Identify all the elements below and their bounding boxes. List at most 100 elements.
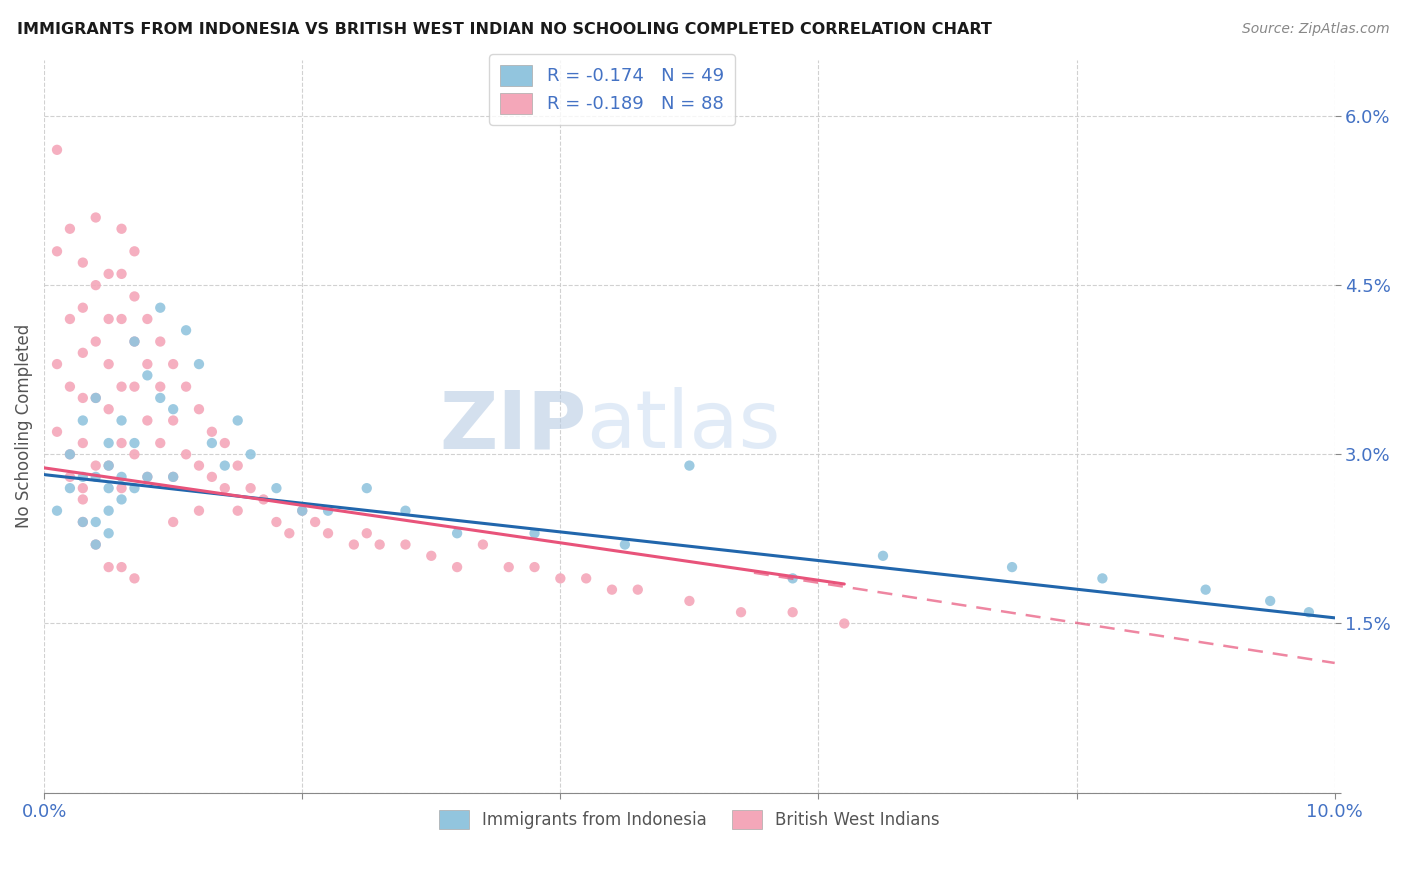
Point <box>174 379 197 393</box>
Point <box>59 379 82 393</box>
Point <box>136 470 159 484</box>
Point <box>72 470 94 484</box>
Point <box>188 504 211 518</box>
Point <box>110 560 132 574</box>
Point <box>446 560 468 574</box>
Text: Source: ZipAtlas.com: Source: ZipAtlas.com <box>1241 22 1389 37</box>
Point <box>59 470 82 484</box>
Point <box>110 267 132 281</box>
Point <box>72 492 94 507</box>
Point <box>59 221 82 235</box>
Point <box>110 470 132 484</box>
Point <box>394 504 416 518</box>
Point <box>84 334 107 349</box>
Point <box>136 357 159 371</box>
Point <box>72 413 94 427</box>
Point <box>1258 594 1281 608</box>
Point <box>97 267 120 281</box>
Point <box>84 537 107 551</box>
Point <box>110 481 132 495</box>
Point <box>149 334 172 349</box>
Point <box>1298 605 1320 619</box>
Point <box>201 436 224 450</box>
Text: IMMIGRANTS FROM INDONESIA VS BRITISH WEST INDIAN NO SCHOOLING COMPLETED CORRELAT: IMMIGRANTS FROM INDONESIA VS BRITISH WES… <box>17 22 991 37</box>
Point <box>124 436 146 450</box>
Point <box>1195 582 1218 597</box>
Point <box>394 537 416 551</box>
Point <box>149 436 172 450</box>
Point <box>627 582 650 597</box>
Point <box>110 379 132 393</box>
Point <box>356 481 378 495</box>
Point <box>136 368 159 383</box>
Point <box>59 481 82 495</box>
Point <box>72 391 94 405</box>
Legend: Immigrants from Indonesia, British West Indians: Immigrants from Indonesia, British West … <box>432 803 946 836</box>
Point <box>420 549 443 563</box>
Point <box>72 436 94 450</box>
Point <box>278 526 301 541</box>
Point <box>226 504 249 518</box>
Point <box>498 560 520 574</box>
Point <box>149 301 172 315</box>
Point <box>872 549 894 563</box>
Point <box>59 447 82 461</box>
Point <box>97 402 120 417</box>
Point <box>201 425 224 439</box>
Point <box>149 379 172 393</box>
Point <box>266 481 288 495</box>
Point <box>1001 560 1024 574</box>
Point <box>84 537 107 551</box>
Point <box>97 458 120 473</box>
Point <box>304 515 326 529</box>
Point <box>97 458 120 473</box>
Point <box>72 346 94 360</box>
Point <box>84 515 107 529</box>
Point <box>523 560 546 574</box>
Point <box>84 211 107 225</box>
Point <box>239 447 262 461</box>
Point <box>72 515 94 529</box>
Text: atlas: atlas <box>586 387 780 465</box>
Point <box>97 560 120 574</box>
Point <box>162 470 184 484</box>
Point <box>832 616 855 631</box>
Point <box>84 391 107 405</box>
Point <box>110 413 132 427</box>
Point <box>124 244 146 259</box>
Point <box>110 312 132 326</box>
Point <box>162 402 184 417</box>
Point <box>523 526 546 541</box>
Point <box>730 605 752 619</box>
Point <box>124 334 146 349</box>
Point <box>84 278 107 293</box>
Point <box>226 413 249 427</box>
Point <box>291 504 314 518</box>
Point <box>97 436 120 450</box>
Point <box>188 357 211 371</box>
Point <box>575 571 598 585</box>
Point <box>136 413 159 427</box>
Point <box>110 221 132 235</box>
Point <box>1091 571 1114 585</box>
Point <box>162 357 184 371</box>
Point <box>291 504 314 518</box>
Point <box>678 594 700 608</box>
Point <box>46 244 69 259</box>
Point <box>239 481 262 495</box>
Point <box>226 458 249 473</box>
Point <box>72 515 94 529</box>
Point <box>162 413 184 427</box>
Point <box>124 447 146 461</box>
Point <box>84 391 107 405</box>
Point <box>368 537 391 551</box>
Point <box>97 357 120 371</box>
Point <box>46 504 69 518</box>
Point <box>316 526 339 541</box>
Point <box>84 470 107 484</box>
Point <box>59 312 82 326</box>
Point <box>124 334 146 349</box>
Point <box>446 526 468 541</box>
Point <box>97 312 120 326</box>
Point <box>72 301 94 315</box>
